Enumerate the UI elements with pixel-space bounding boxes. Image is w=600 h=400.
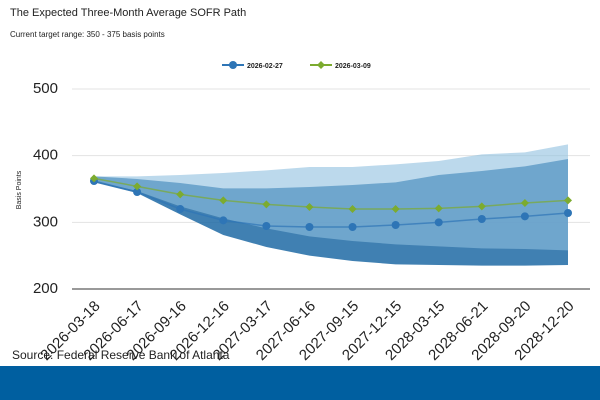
- point: [219, 216, 228, 225]
- point: [477, 215, 486, 223]
- footer-bar: [0, 366, 600, 400]
- y-tick-label: 400: [33, 147, 58, 164]
- point: [348, 223, 357, 231]
- chart-subtitle: Current target range: 350 - 375 basis po…: [10, 30, 165, 39]
- point: [219, 196, 228, 205]
- point: [391, 205, 400, 213]
- source: Source: Federal Reserve Bank of Atlanta: [12, 348, 230, 362]
- point: [262, 200, 271, 209]
- chart-title: The Expected Three-Month Average SOFR Pa…: [10, 7, 246, 19]
- point: [434, 218, 443, 227]
- point: [520, 212, 529, 221]
- point: [564, 209, 572, 217]
- series-line: [93, 177, 569, 210]
- point: [262, 222, 271, 230]
- point: [348, 205, 357, 213]
- point: [176, 190, 185, 199]
- legend-marker: [317, 61, 325, 69]
- series-line: [93, 180, 569, 228]
- point: [434, 204, 443, 213]
- point: [520, 199, 529, 207]
- range-band: [94, 144, 568, 251]
- y-tick-label: 200: [33, 280, 58, 297]
- point: [305, 203, 314, 211]
- point: [90, 174, 98, 183]
- y-axis-label: Basis Points: [16, 170, 23, 209]
- point: [305, 223, 314, 231]
- point: [133, 182, 142, 191]
- point: [133, 188, 142, 196]
- y-tick-label: 300: [33, 213, 58, 230]
- legend-label: 2026-03-09: [335, 63, 371, 70]
- point: [564, 196, 572, 205]
- point: [176, 205, 185, 213]
- legend-marker: [229, 61, 237, 69]
- legend-label: 2026-02-27: [247, 63, 283, 70]
- y-tick-label: 500: [33, 80, 58, 97]
- point: [477, 202, 486, 211]
- point: [391, 221, 400, 229]
